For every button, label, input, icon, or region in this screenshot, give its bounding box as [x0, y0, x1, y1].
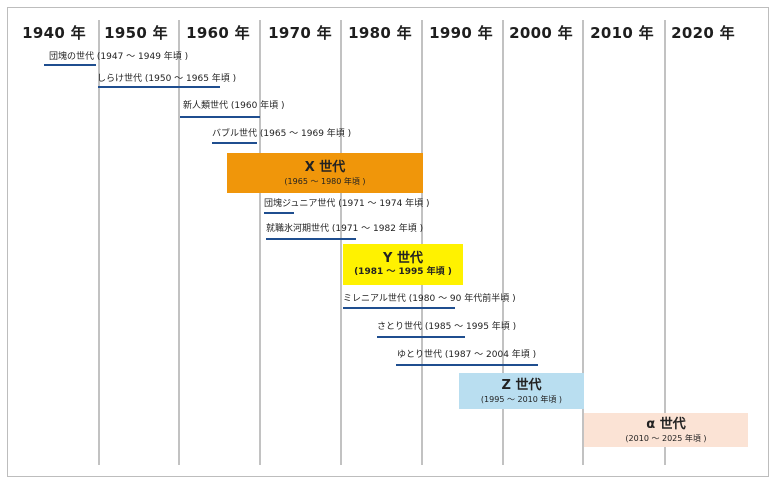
- generation-range: (1985 ～ 1995 年頃 ): [424, 322, 517, 332]
- generation-box-y: Y 世代 (1981 ～ 1995 年頃 ): [343, 244, 463, 285]
- decade-label-1950: 1950 年: [104, 24, 168, 42]
- generation-box-title: X 世代: [304, 159, 346, 175]
- generation-range: (1987 ～ 2004 年頃 ): [444, 350, 537, 360]
- generation-label-shirake: しらけ世代 (1950 ～ 1965 年頃 ): [97, 74, 236, 85]
- decade-label-1970: 1970 年: [268, 24, 332, 42]
- generation-range: (1960 年頃 ): [230, 101, 285, 111]
- generation-box-z: Z 世代 (1995 ～ 2010 年頃 ): [459, 373, 584, 409]
- generation-label-bubble: バブル世代 (1965 ～ 1969 年頃 ): [212, 129, 351, 140]
- decade-label-1960: 1960 年: [186, 24, 250, 42]
- generation-label-satori: さとり世代 (1985 ～ 1995 年頃 ): [377, 322, 516, 333]
- generation-label-dankai-junior: 団塊ジュニア世代 (1971 ～ 1974 年頃 ): [264, 199, 430, 210]
- decade-label-1990: 1990 年: [429, 24, 493, 42]
- generation-name: 団塊ジュニア世代: [264, 199, 336, 209]
- gridline-2020: [664, 20, 666, 465]
- generation-label-yutori: ゆとり世代 (1987 ～ 2004 年頃 ): [397, 350, 536, 361]
- generation-underline-shinjinrui: [180, 116, 260, 118]
- generation-box-alpha: α 世代 (2010 ～ 2025 年頃 ): [584, 413, 748, 447]
- generation-name: 新人類世代: [183, 101, 229, 111]
- generation-range: (1980 ～ 90 年代前半頃 ): [408, 294, 516, 304]
- gridline-2000: [502, 20, 504, 465]
- generation-box-title: Z 世代: [501, 377, 542, 393]
- gridline-1950: [98, 20, 100, 465]
- generation-underline-shirake: [98, 86, 220, 88]
- decade-label-1940: 1940 年: [22, 24, 86, 42]
- generation-range: (1947 ～ 1949 年頃 ): [96, 52, 189, 62]
- generation-underline-dankai-junior: [264, 212, 294, 214]
- generation-box-title: α 世代: [646, 416, 686, 432]
- generation-underline-millennial: [343, 307, 455, 309]
- decade-label-1980: 1980 年: [348, 24, 412, 42]
- generation-range: (1971 ～ 1982 年頃 ): [331, 224, 424, 234]
- generation-box-range: (1995 ～ 2010 年頃 ): [480, 394, 563, 404]
- generation-name: 団塊の世代: [49, 52, 95, 62]
- diagram-frame: [7, 7, 769, 477]
- decade-label-2020: 2020 年: [671, 24, 735, 42]
- generation-underline-satori: [377, 336, 465, 338]
- generation-label-shinjinrui: 新人類世代 (1960 年頃 ): [183, 101, 285, 112]
- generation-underline-bubble: [212, 142, 257, 144]
- generation-label-shushoku-hyogaki: 就職氷河期世代 (1971 ～ 1982 年頃 ): [266, 224, 423, 235]
- generation-name: ミレニアル世代: [343, 294, 406, 304]
- gridline-1990: [421, 20, 423, 465]
- generation-name: ゆとり世代: [397, 350, 443, 360]
- generation-range: (1965 ～ 1969 年頃 ): [259, 129, 352, 139]
- gridline-1960: [178, 20, 180, 465]
- generation-underline-dankai: [44, 64, 96, 66]
- generation-box-range: (1965 ～ 1980 年頃 ): [284, 176, 366, 186]
- generation-name: さとり世代: [377, 322, 423, 332]
- generation-label-millennial: ミレニアル世代 (1980 ～ 90 年代前半頃 ): [343, 294, 516, 305]
- gridline-1970: [259, 20, 261, 465]
- decade-label-2000: 2000 年: [509, 24, 573, 42]
- generation-range: (1971 ～ 1974 年頃 ): [338, 199, 430, 209]
- gridline-1980: [340, 20, 342, 465]
- generation-range: (1950 ～ 1965 年頃 ): [144, 74, 237, 84]
- gridline-2010: [582, 20, 584, 465]
- generation-name: バブル世代: [212, 129, 258, 139]
- generation-box-x: X 世代 (1965 ～ 1980 年頃 ): [227, 153, 423, 193]
- generation-label-dankai: 団塊の世代 (1947 ～ 1949 年頃 ): [49, 52, 188, 63]
- decade-label-2010: 2010 年: [590, 24, 654, 42]
- generation-name: 就職氷河期世代: [266, 224, 330, 234]
- generation-box-title: Y 世代: [383, 251, 423, 266]
- generation-box-range: (2010 ～ 2025 年頃 ): [625, 433, 707, 443]
- generation-underline-shushoku-hyogaki: [266, 238, 356, 240]
- generation-name: しらけ世代: [97, 74, 143, 84]
- generation-box-range: (1981 ～ 1995 年頃 ): [354, 267, 452, 277]
- generation-underline-yutori: [396, 364, 538, 366]
